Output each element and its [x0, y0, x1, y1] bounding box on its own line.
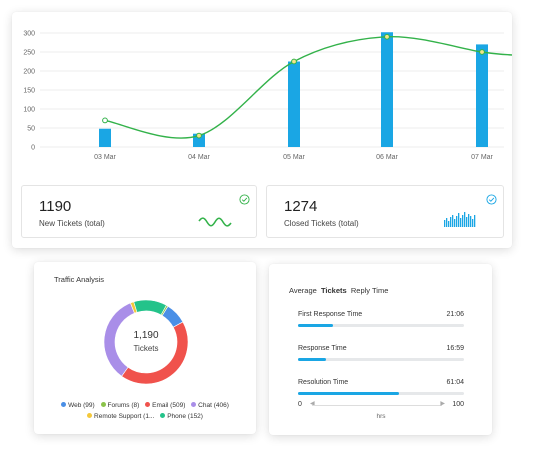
first-response-label: First Response Time: [298, 311, 363, 318]
sparkline-bar: [466, 217, 468, 227]
first-response-time: 21:06: [446, 311, 464, 318]
x-tick-label: 05 Mar: [283, 154, 305, 161]
y-tick-label: 300: [23, 31, 35, 38]
axis-unit-label: hrs: [376, 413, 386, 420]
first-response-bar: [298, 324, 333, 327]
resolution-time: 61:04: [446, 379, 464, 386]
legend-item-web[interactable]: Web (99): [61, 402, 95, 409]
x-tick-label: 07 Mar: [471, 154, 493, 161]
line-point[interactable]: [479, 49, 485, 55]
response-time: 16:59: [446, 345, 464, 352]
legend-item-phone[interactable]: Phone (152): [160, 413, 203, 420]
donut-total-label: Tickets: [133, 344, 159, 353]
sparkline-bar: [452, 215, 454, 227]
donut-center: 1,190 Tickets: [98, 294, 194, 390]
y-tick-label: 100: [23, 107, 35, 114]
response-bar: [298, 358, 327, 361]
response-track: [298, 358, 464, 361]
legend-item-chat[interactable]: Chat (406): [191, 402, 229, 409]
legend-item-email[interactable]: Email (509): [145, 402, 185, 409]
y-tick-label: 150: [23, 88, 35, 95]
x-tick-label: 04 Mar: [188, 154, 210, 161]
sparkline-bar: [472, 219, 474, 227]
line-point[interactable]: [384, 33, 390, 40]
sparkline-bar: [456, 216, 458, 227]
y-tick-label: 50: [27, 126, 35, 133]
reply-time-axis: 0 ◀ ▶ 100 hrs: [298, 401, 464, 420]
resolution-track: [298, 392, 464, 395]
sparkline-bar: [458, 213, 460, 227]
resolution-label: Resolution Time: [298, 379, 349, 386]
bar-05-mar[interactable]: [288, 61, 300, 148]
bar-03-mar[interactable]: [99, 128, 111, 147]
sparkline-bar: [474, 215, 476, 227]
sparkline-bar: [446, 218, 448, 227]
chevron-left-icon[interactable]: ◀: [310, 401, 315, 407]
axis-min-label: 0: [298, 401, 302, 408]
legend-item-forums[interactable]: Forums (8): [100, 402, 139, 409]
axis-line: [312, 405, 442, 406]
new-tickets-value: 1190: [39, 198, 72, 215]
sparkline-bar: [454, 219, 456, 227]
check-circle-icon: [239, 194, 250, 205]
sparkline-bar: [462, 215, 464, 227]
reply-time-card: Average Tickets Reply Time First Respons…: [269, 264, 492, 435]
traffic-donut-chart: [103, 299, 189, 385]
donut-slice-forums[interactable]: [160, 304, 169, 316]
legend-dot: [160, 413, 166, 418]
y-tick-label: 200: [23, 69, 35, 76]
sparkline-bar: [470, 216, 472, 227]
sparkline-bar: [444, 220, 446, 227]
tickets-chart-card: 300 250 200 150 100 50 0 03 Mar 04 Mar 05 Mar 06 M…: [12, 12, 512, 248]
x-tick-label: 06 Mar: [376, 154, 398, 161]
legend-item-remote-support[interactable]: Remote Support (1...: [87, 413, 154, 420]
bar-sparkline-icon: [444, 212, 476, 227]
traffic-legend-row-1: Web (99) Forums (8) Email (509) Chat (40…: [34, 402, 256, 409]
legend-dot: [87, 413, 93, 418]
traffic-analysis-title: Traffic Analysis: [54, 275, 105, 284]
legend-dot: [61, 402, 67, 407]
legend-dot: [145, 402, 151, 407]
line-point[interactable]: [102, 117, 108, 124]
traffic-legend-row-2: Remote Support (1... Phone (152): [34, 413, 256, 420]
y-tick-label: 250: [23, 50, 35, 57]
bar-06-mar[interactable]: [381, 32, 393, 147]
sparkline-bar: [460, 218, 462, 227]
axis-max-label: 100: [452, 401, 464, 408]
x-tick-label: 03 Mar: [94, 154, 116, 161]
resolution-bar: [298, 392, 400, 395]
closed-tickets-stat[interactable]: 1274 Closed Tickets (total): [266, 185, 504, 238]
sparkline-bar: [468, 214, 470, 227]
y-tick-label: 0: [31, 145, 35, 152]
closed-tickets-value: 1274: [284, 198, 318, 215]
closed-tickets-label: Closed Tickets (total): [284, 219, 359, 228]
sparkline-bar: [464, 212, 466, 227]
new-tickets-label: New Tickets (total): [39, 219, 105, 228]
line-point[interactable]: [196, 132, 202, 139]
sparkline-bar: [448, 221, 450, 227]
line-point[interactable]: [291, 58, 297, 65]
response-label: Response Time: [298, 345, 347, 352]
check-circle-icon: [486, 194, 497, 205]
tickets-combo-chart: 300 250 200 150 100 50 0 03 Mar 04 Mar 05 Mar 06 M…: [23, 31, 512, 161]
new-tickets-stat[interactable]: 1190 New Tickets (total): [21, 185, 257, 238]
first-response-track: [298, 324, 464, 327]
sparkline-bar: [450, 217, 452, 227]
bar-07-mar[interactable]: [476, 44, 488, 147]
legend-dot: [100, 402, 106, 407]
traffic-analysis-card: Traffic Analysis 1,190 Tickets Web (99) …: [34, 262, 256, 434]
reply-time-title: Average Tickets Reply Time: [289, 286, 389, 295]
legend-dot: [191, 402, 197, 407]
donut-total-value: 1,190: [133, 330, 159, 341]
chevron-right-icon[interactable]: ▶: [440, 401, 445, 407]
wave-sparkline-icon: [198, 217, 232, 227]
